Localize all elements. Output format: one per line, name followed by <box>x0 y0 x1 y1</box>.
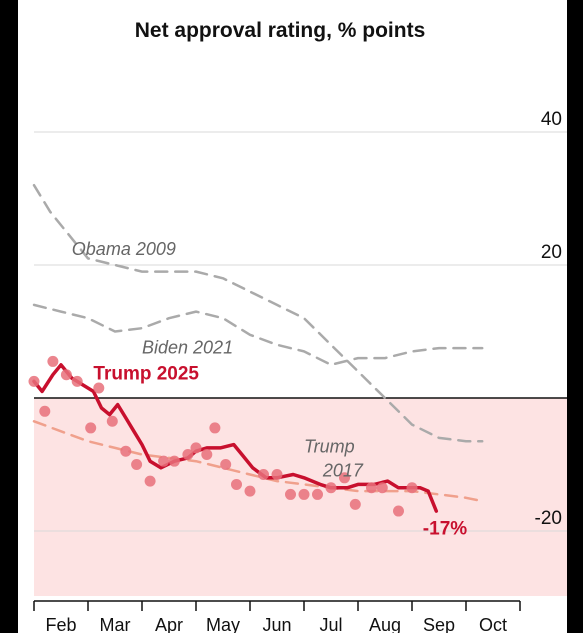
y-tick-label: 20 <box>541 242 562 263</box>
data-point <box>144 475 156 487</box>
y-tick-label: -20 <box>535 508 562 529</box>
data-point <box>131 459 143 470</box>
month-label-apr: Apr <box>155 615 183 633</box>
annotation-trump: Trump <box>304 437 355 457</box>
data-point <box>120 445 132 457</box>
data-point <box>168 455 180 467</box>
data-point <box>158 455 170 467</box>
month-label-may: May <box>206 615 240 633</box>
annotations: Obama 2009 Biden 2021 Trump 2025 Trump 2017 -… <box>72 239 467 539</box>
data-point <box>258 468 269 480</box>
data-point <box>190 442 202 454</box>
annotation-obama-2009: Obama 2009 <box>72 239 176 259</box>
trump-2025-dots <box>28 355 418 517</box>
data-point <box>244 485 256 497</box>
data-point <box>376 482 388 494</box>
month-label-sep: Sep <box>423 615 455 633</box>
data-point <box>47 355 59 367</box>
month-label-feb: Feb <box>45 615 76 633</box>
data-point <box>406 482 418 494</box>
series-line-trump-2017 <box>32 420 484 503</box>
data-point <box>28 375 40 387</box>
data-point <box>285 488 296 500</box>
annotation-17: -17% <box>423 518 467 539</box>
data-point <box>393 505 404 517</box>
data-point <box>60 369 72 381</box>
data-point <box>220 459 232 470</box>
y-tick-label: 40 <box>541 109 562 130</box>
data-point <box>271 468 283 480</box>
series-line-biden-2021 <box>32 303 484 367</box>
approval-chart: Net approval rating, % points 40 20 -20 Fe… <box>28 19 567 633</box>
data-point <box>93 382 105 394</box>
data-point <box>209 422 221 434</box>
data-point <box>106 415 118 427</box>
data-point <box>39 405 51 417</box>
data-point <box>298 488 310 500</box>
month-label-aug: Aug <box>369 615 401 633</box>
series-line-obama-2009 <box>32 183 484 443</box>
data-point <box>231 478 242 490</box>
chart-panel: Net approval rating, % points 40 20 -20 Fe… <box>18 0 567 633</box>
annotation-trump-2025: Trump 2025 <box>93 363 199 384</box>
x-axis: Feb Mar Apr May Jun Jul Aug Sep Oct <box>33 600 521 633</box>
month-label-jun: Jun <box>262 615 291 633</box>
data-point <box>312 488 323 500</box>
data-point <box>349 498 361 510</box>
data-point <box>182 449 194 461</box>
annotation-biden-2021: Biden 2021 <box>142 337 233 357</box>
month-label-oct: Oct <box>479 615 507 633</box>
annotation-2017: 2017 <box>322 460 364 480</box>
data-point <box>366 482 377 494</box>
chart-title: Net approval rating, % points <box>135 19 426 42</box>
data-point <box>71 375 83 387</box>
month-label-mar: Mar <box>100 615 131 633</box>
month-label-jul: Jul <box>319 615 342 633</box>
data-point <box>201 449 213 461</box>
gridlines: 40 20 -20 <box>34 109 567 532</box>
data-point <box>325 482 337 494</box>
data-point <box>339 472 350 484</box>
data-point <box>85 422 97 434</box>
